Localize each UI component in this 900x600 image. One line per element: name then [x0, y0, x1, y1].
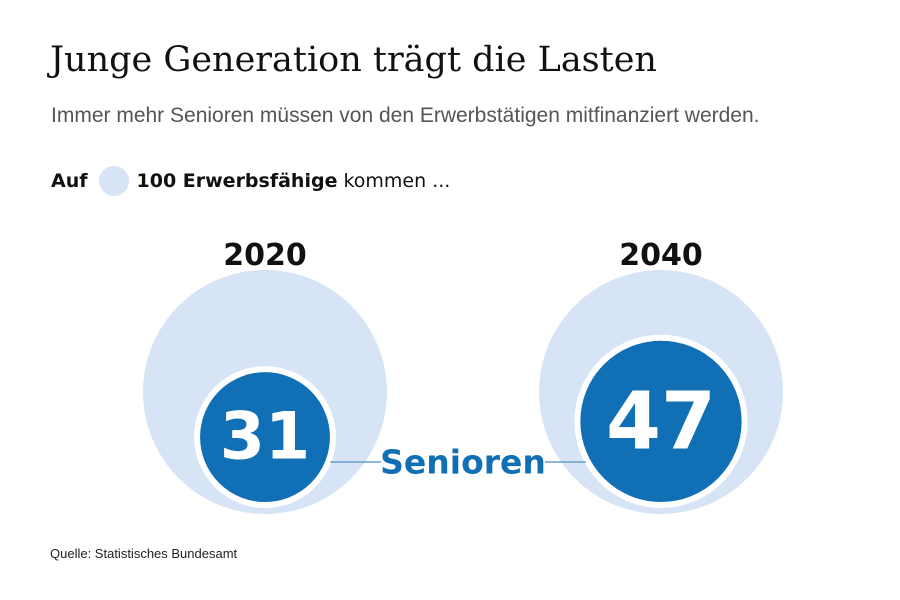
legend-prefix: Auf — [51, 170, 88, 192]
chart-title: Junge Generation trägt die Lasten — [50, 40, 657, 80]
category-label-2020: 2020 — [223, 238, 307, 273]
legend: Auf 100 Erwerbsfähige kommen ... — [51, 166, 450, 196]
legend-reference-label: 100 Erwerbsfähige — [136, 170, 338, 192]
legend-reference-swatch — [98, 166, 129, 196]
value-label-2040: 47 — [606, 375, 716, 467]
chart-subtitle: Immer mehr Senioren müssen von den Erwer… — [51, 104, 760, 127]
source-note: Quelle: Statistisches Bundesamt — [50, 546, 238, 561]
series-label: Senioren — [380, 443, 546, 482]
category-label-2040: 2040 — [619, 238, 703, 273]
senior-circle-2020 — [194, 366, 336, 508]
legend-suffix: kommen ... — [343, 170, 451, 192]
senior-circle-2040 — [574, 334, 748, 509]
value-label-2020: 31 — [220, 400, 310, 475]
